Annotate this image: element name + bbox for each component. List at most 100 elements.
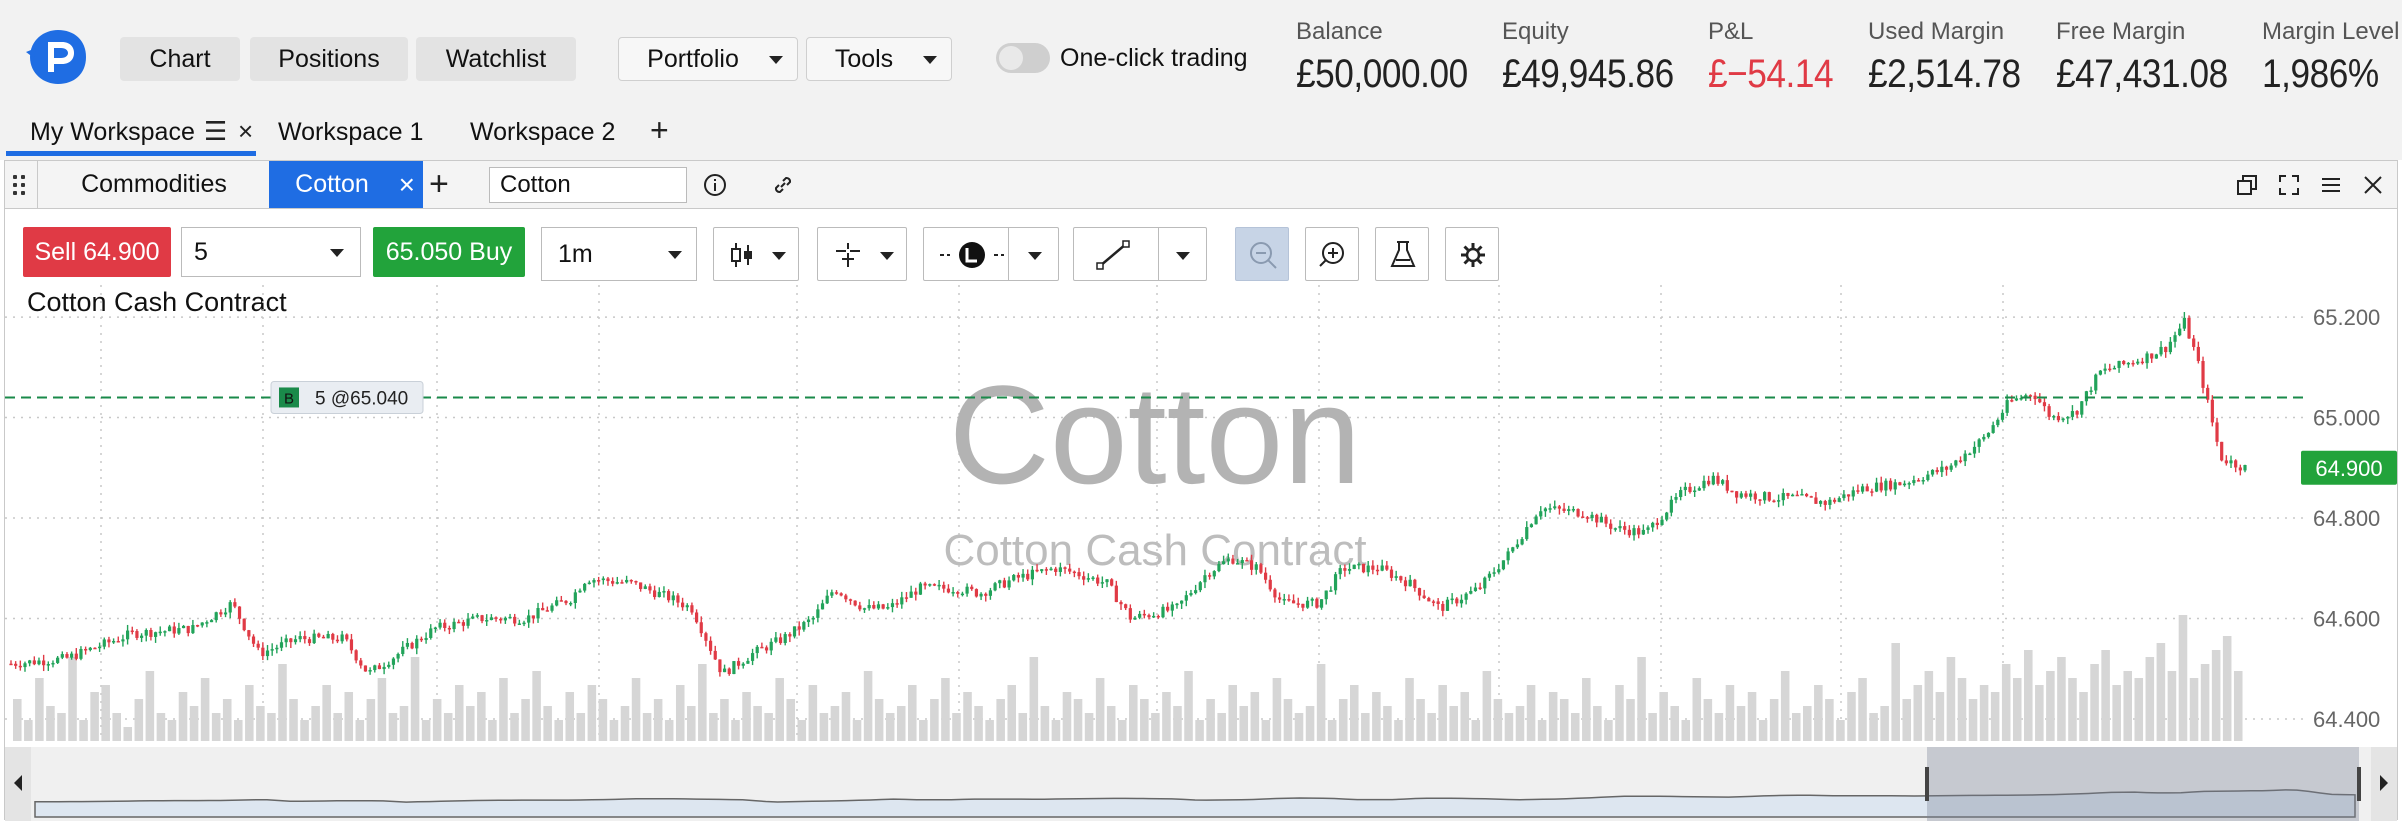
indicators-dropdown[interactable] [817, 227, 907, 281]
drawing-tools-dropdown[interactable] [1073, 227, 1207, 281]
fullscreen-icon[interactable] [2277, 173, 2301, 197]
chart-type-dropdown[interactable] [713, 227, 799, 281]
candle-body [1007, 580, 1011, 588]
candle-body [195, 625, 200, 627]
volume-bar [167, 720, 177, 741]
candle-body [811, 617, 815, 620]
drag-handle-icon[interactable] [13, 175, 27, 197]
timeframe-select[interactable]: 1m [541, 227, 697, 281]
volume-bar [1714, 713, 1724, 741]
chart-settings-button[interactable] [1445, 227, 1499, 281]
candle-body [1417, 588, 1422, 596]
nav-watchlist-button[interactable]: Watchlist [416, 37, 576, 81]
candle-body [1912, 480, 1916, 484]
volume-bar [421, 720, 431, 741]
nav-positions-button[interactable]: Positions [250, 37, 408, 81]
candle-body [1119, 602, 1123, 605]
volume-bar [2222, 636, 2232, 741]
info-icon[interactable] [703, 173, 727, 197]
portfolio-dropdown[interactable]: Portfolio [618, 37, 798, 81]
navigator [5, 747, 2397, 821]
candle-body [951, 592, 955, 594]
candle-body [1725, 480, 1729, 491]
symbol-search-input[interactable] [489, 167, 687, 203]
candle-body [587, 582, 591, 585]
close-panel-icon[interactable] [2361, 173, 2385, 197]
zoom-out-button[interactable] [1235, 227, 1289, 281]
candle-body [1245, 560, 1249, 562]
volume-bar [576, 713, 586, 741]
volume-bar [189, 706, 199, 741]
workspace-tab-2[interactable]: Workspace 2 [470, 118, 616, 146]
studies-button[interactable] [1375, 227, 1429, 281]
volume-bar [808, 685, 818, 741]
price-chart[interactable]: Cotton Cotton Cash Contract B 5 @65.040 65.2… [5, 285, 2397, 821]
candle-body [839, 593, 843, 596]
workspace-tab-my-workspace[interactable]: My Workspace [30, 118, 195, 147]
candle-body [1203, 575, 1207, 583]
add-workspace-icon[interactable]: + [650, 112, 669, 148]
volume-bar [896, 706, 906, 741]
candle-body [489, 617, 493, 621]
volume-bar [443, 713, 453, 741]
tools-dropdown-label: Tools [834, 45, 894, 73]
candle-body [2038, 399, 2042, 403]
candle-body [1208, 575, 1212, 577]
candle-body [1478, 587, 1482, 589]
candle-body [1907, 483, 1911, 485]
volume-bar [333, 713, 342, 741]
candle-body [2164, 346, 2168, 353]
tab-cotton[interactable]: Cotton × [269, 161, 423, 208]
candle-body [1679, 490, 1683, 497]
detach-window-icon[interactable] [2235, 173, 2259, 197]
candle-body [321, 636, 326, 639]
candle-body [1427, 598, 1431, 602]
one-click-trading-toggle[interactable] [996, 43, 1050, 73]
candle-body [1525, 527, 1529, 540]
candle-body [18, 665, 22, 668]
candle-body [1800, 494, 1804, 496]
zoom-in-button[interactable] [1305, 227, 1359, 281]
volume-bar [609, 720, 619, 741]
candle-body [1319, 599, 1324, 608]
line-style-icon [940, 242, 1004, 268]
quantity-select[interactable]: 5 [181, 227, 361, 277]
tools-dropdown[interactable]: Tools [806, 37, 952, 81]
panel-menu-icon[interactable] [2319, 173, 2343, 197]
volume-bar [1427, 713, 1436, 741]
candle-body [1175, 603, 1179, 606]
close-icon[interactable]: × [238, 116, 254, 146]
candle-body [1198, 582, 1202, 591]
candle-body [2010, 400, 2014, 402]
volume-bar [1769, 699, 1779, 741]
candle-body [419, 638, 424, 641]
candle-body [499, 618, 503, 621]
line-style-dropdown[interactable] [923, 227, 1059, 281]
candle-body [1763, 492, 1767, 501]
nav-chart-button[interactable]: Chart [120, 37, 240, 81]
workspace-tab-1[interactable]: Workspace 1 [278, 118, 424, 146]
candle-body [1100, 582, 1104, 584]
navigator-selection [1927, 747, 2359, 821]
volume-bar [1593, 706, 1602, 741]
candle-body [1012, 575, 1016, 581]
volume-bar [1261, 720, 1271, 741]
close-icon[interactable]: × [398, 169, 415, 200]
volume-bar [134, 699, 144, 741]
tab-commodities[interactable]: Commodities [37, 161, 271, 208]
candle-body [1455, 598, 1459, 604]
add-tab-icon[interactable]: + [429, 165, 449, 203]
volume-bar [156, 713, 166, 741]
candle-body [1991, 425, 1995, 433]
menu-icon[interactable]: ☰ [204, 116, 228, 146]
candle-body [98, 646, 102, 649]
sell-button[interactable]: Sell 64.900 [23, 227, 171, 277]
candle-body [914, 591, 918, 595]
candle-body [2080, 401, 2084, 415]
volume-bar [1305, 706, 1315, 741]
candle-body [1096, 577, 1100, 584]
link-icon[interactable] [771, 173, 795, 197]
buy-button[interactable]: 65.050 Buy [373, 227, 525, 277]
volume-bar [598, 699, 608, 741]
candle-body [942, 584, 946, 589]
